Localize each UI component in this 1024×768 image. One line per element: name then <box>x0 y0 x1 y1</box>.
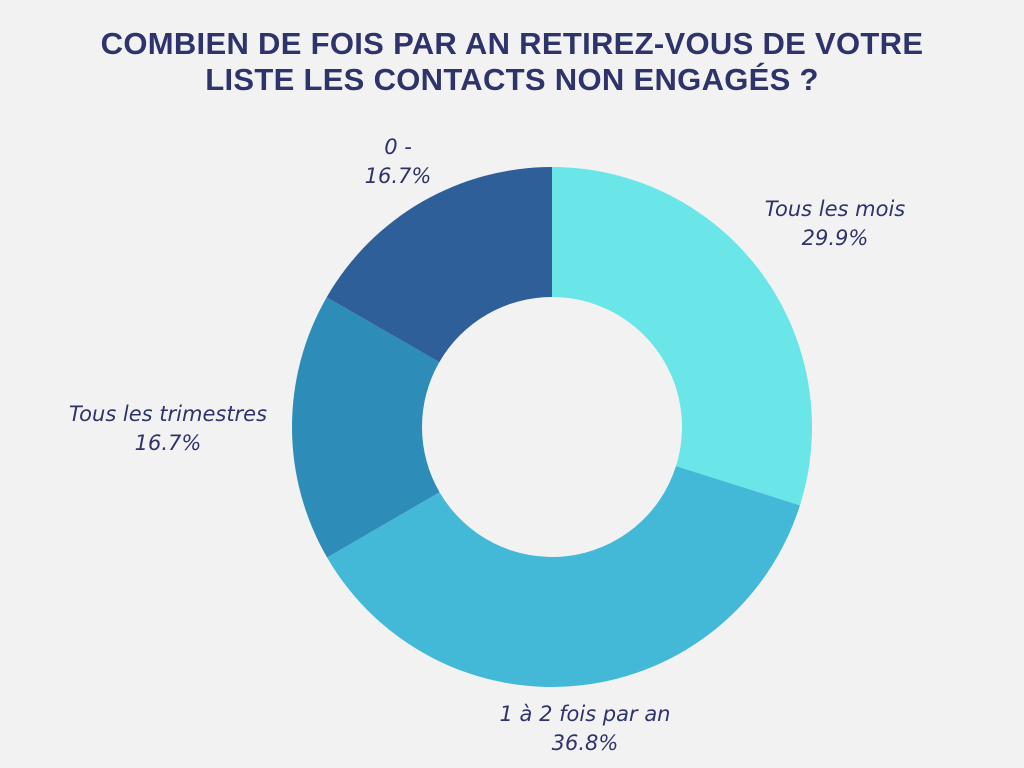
chart-title: COMBIEN DE FOIS PAR AN RETIREZ-VOUS DE V… <box>0 26 1024 98</box>
donut-slice-3 <box>326 167 552 363</box>
chart-title-line-2: LISTE LES CONTACTS NON ENGAGÉS ? <box>205 62 819 97</box>
slice-label: Tous les trimestres <box>69 402 267 426</box>
donut-slice-2 <box>292 297 440 558</box>
donut-slice-0 <box>552 167 812 506</box>
slice-label: 1 à 2 fois par an <box>500 702 671 726</box>
slice-label: Tous les mois <box>765 197 906 221</box>
chart-title-line-1: COMBIEN DE FOIS PAR AN RETIREZ-VOUS DE V… <box>100 26 924 61</box>
slice-value-label: 29.9% <box>802 226 869 250</box>
donut-slice-1 <box>327 466 800 687</box>
slice-label: 0 - <box>384 135 412 159</box>
slice-value-label: 16.7% <box>135 431 202 455</box>
slice-value-label: 36.8% <box>552 731 619 755</box>
slice-value-label: 16.7% <box>365 164 432 188</box>
